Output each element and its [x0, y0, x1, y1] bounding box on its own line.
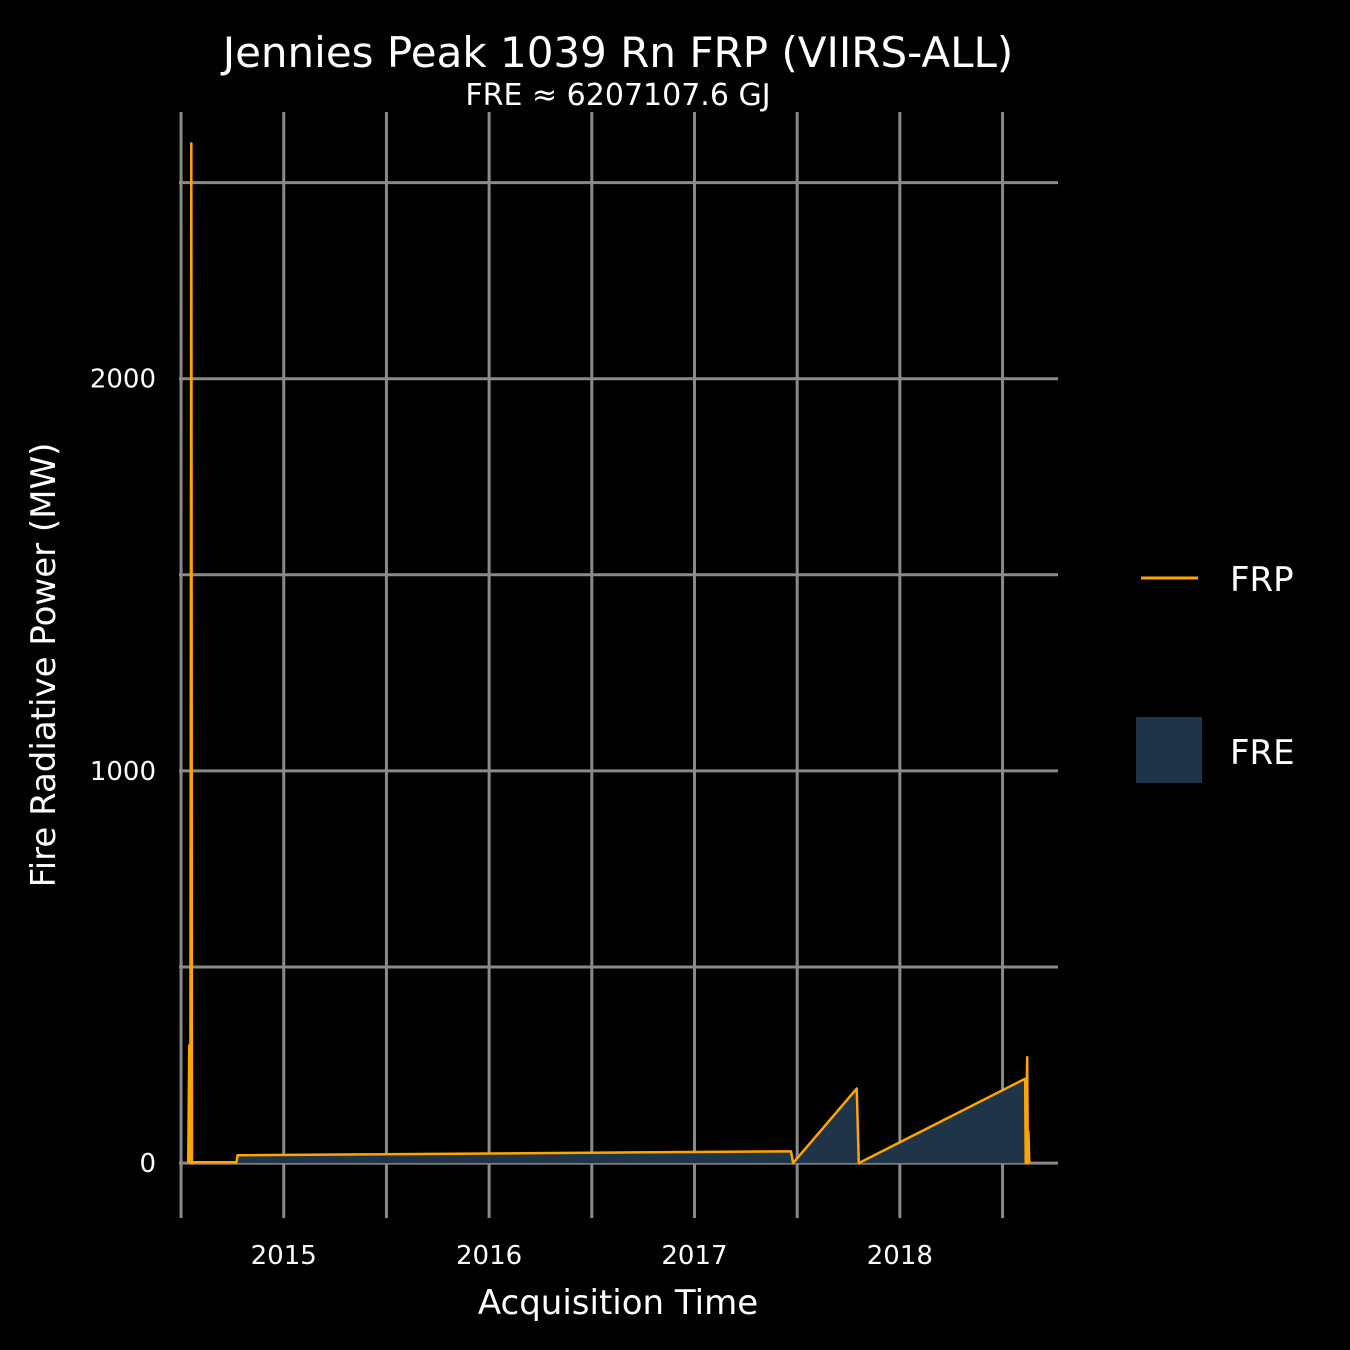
legend-frp-label: FRP — [1230, 560, 1294, 600]
chart-subtitle: FRE ≈ 6207107.6 GJ — [465, 78, 770, 113]
x-tick-label: 2016 — [456, 1241, 522, 1271]
x-tick-label: 2017 — [661, 1241, 727, 1271]
frp-line-layer — [186, 142, 1031, 1165]
tick-labels: 0 1000 2000 2015 2016 2017 2018 — [90, 365, 933, 1271]
chart-title: Jennies Peak 1039 Rn FRP (VIIRS-ALL) — [220, 28, 1014, 77]
y-tick-label: 1000 — [90, 757, 156, 787]
frp-line — [186, 142, 1031, 1165]
legend-fre-label: FRE — [1230, 733, 1295, 773]
legend-fre-swatch — [1136, 717, 1202, 783]
x-tick-label: 2015 — [251, 1241, 317, 1271]
grid — [179, 112, 1058, 1218]
x-tick-label: 2018 — [867, 1241, 933, 1271]
y-tick-label: 2000 — [90, 365, 156, 395]
x-axis-title: Acquisition Time — [478, 1283, 758, 1323]
y-tick-label: 0 — [139, 1149, 156, 1179]
legend: FRP FRE — [1136, 560, 1295, 783]
y-axis-title: Fire Radiative Power (MW) — [24, 443, 64, 888]
